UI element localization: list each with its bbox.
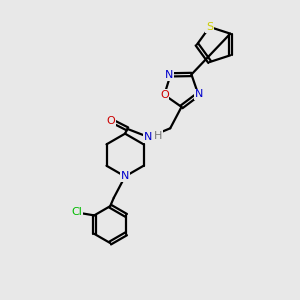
- Text: N: N: [195, 89, 204, 99]
- Text: Cl: Cl: [71, 207, 82, 218]
- Text: O: O: [160, 90, 169, 100]
- Text: N: N: [143, 132, 152, 142]
- Text: H: H: [154, 131, 163, 141]
- Text: O: O: [107, 116, 116, 126]
- Text: N: N: [165, 70, 173, 80]
- Text: N: N: [121, 172, 129, 182]
- Text: S: S: [206, 22, 213, 32]
